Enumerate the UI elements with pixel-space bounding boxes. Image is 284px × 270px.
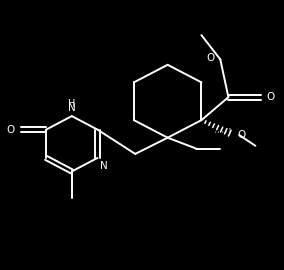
Text: O: O bbox=[207, 53, 215, 63]
Text: O: O bbox=[267, 92, 275, 102]
Text: ,,,,]: ,,,,] bbox=[214, 128, 232, 133]
Text: N: N bbox=[100, 161, 107, 171]
Text: O: O bbox=[237, 130, 245, 140]
Text: O: O bbox=[6, 124, 14, 135]
Text: H: H bbox=[68, 99, 76, 109]
Text: N: N bbox=[68, 103, 76, 113]
